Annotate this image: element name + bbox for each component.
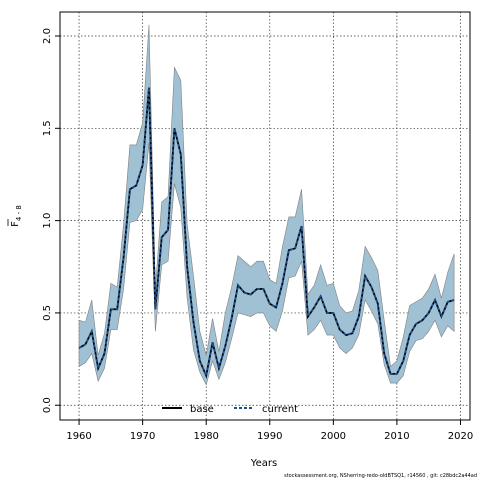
confidence-band	[78, 24, 455, 386]
svg-text:F4 - 8: F4 - 8	[10, 205, 23, 227]
series-line-current	[78, 87, 455, 379]
x-tick-label: 2010	[384, 431, 409, 442]
x-axis-label: Years	[250, 458, 277, 469]
legend-label-current: current	[262, 404, 298, 415]
y-axis-ticks: 0.0 0.5 1.0 1.5 2.0	[42, 28, 60, 413]
y-tick-label: 1.5	[42, 120, 53, 136]
x-tick-label: 2020	[448, 431, 473, 442]
y-tick-label: 0.5	[42, 305, 53, 321]
y-axis-label-sub: 4 - 8	[15, 205, 23, 221]
series-line-base	[78, 87, 455, 379]
y-axis-label: F4 - 8	[7, 205, 23, 227]
legend: base current	[162, 404, 298, 415]
x-tick-label: 1960	[66, 431, 91, 442]
y-tick-label: 0.0	[42, 397, 53, 413]
y-tick-label: 2.0	[42, 28, 53, 44]
plot-frame	[59, 11, 471, 421]
x-tick-label: 2000	[321, 431, 346, 442]
x-axis-ticks: 1960 1970 1980 1990 2000 2010 2020	[66, 420, 473, 442]
footer-text: stockassessment.org, NSherring-redo-oldB…	[284, 473, 477, 479]
grid-lines	[60, 12, 470, 420]
x-tick-label: 1980	[193, 431, 218, 442]
y-tick-label: 1.0	[42, 213, 53, 229]
x-tick-label: 1990	[257, 431, 282, 442]
legend-label-base: base	[190, 404, 214, 415]
x-tick-label: 1970	[130, 431, 155, 442]
y-axis-label-main: F	[10, 221, 21, 227]
